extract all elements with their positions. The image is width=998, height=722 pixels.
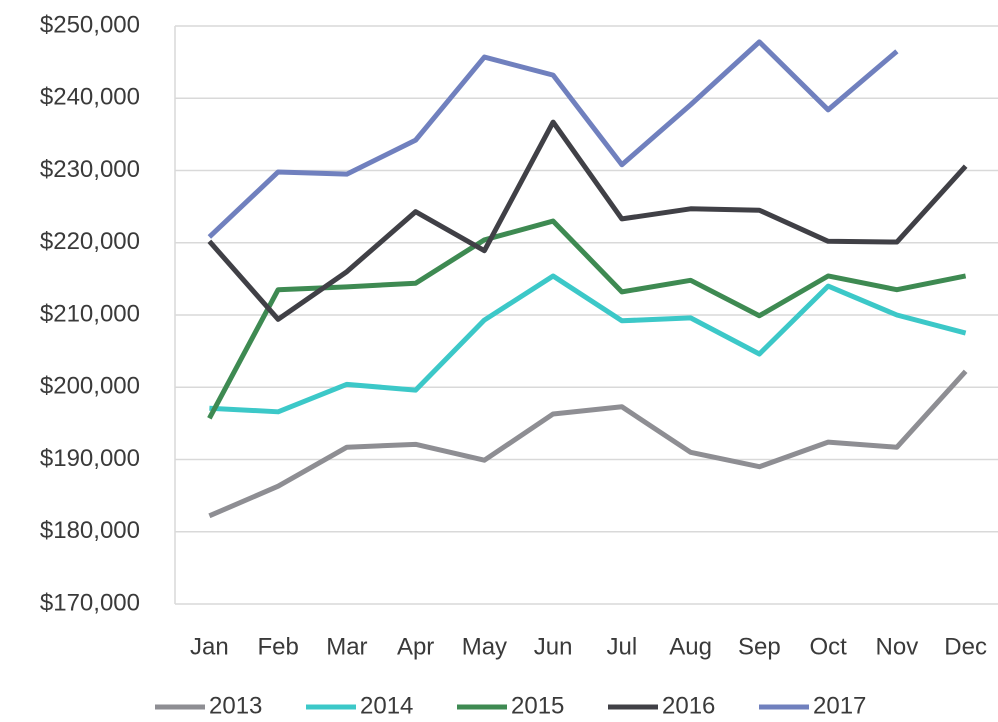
series-line [207, 119, 968, 322]
x-tick-label: Sep [738, 633, 781, 660]
y-tick-label: $200,000 [40, 373, 140, 400]
y-tick-label: $190,000 [40, 445, 140, 472]
x-tick-label: Oct [809, 633, 847, 660]
x-tick-label: Aug [669, 633, 712, 660]
series-line [207, 218, 967, 420]
y-tick-label: $180,000 [40, 517, 140, 544]
x-tick-label: Jan [190, 633, 229, 660]
x-tick-label: Apr [397, 633, 434, 660]
y-tick-label: $220,000 [40, 228, 140, 255]
legend-label: 2016 [662, 692, 715, 719]
x-tick-label: Mar [326, 633, 367, 660]
legend-label: 2017 [813, 692, 866, 719]
x-tick-label: Nov [876, 633, 919, 660]
series-line [208, 369, 968, 519]
x-tick-label: Jul [607, 633, 638, 660]
y-tick-label: $230,000 [40, 156, 140, 183]
series-line [207, 39, 899, 239]
legend-label: 2015 [511, 692, 564, 719]
y-tick-label: $240,000 [40, 84, 140, 111]
y-tick-label: $210,000 [40, 300, 140, 327]
legend-label: 2014 [360, 692, 413, 719]
y-tick-label: $170,000 [40, 589, 140, 616]
legend-label: 2013 [209, 692, 262, 719]
y-tick-label: $250,000 [40, 11, 140, 38]
x-tick-label: Dec [944, 633, 987, 660]
x-tick-label: Feb [257, 633, 298, 660]
x-tick-label: Jun [534, 633, 573, 660]
series-line [209, 273, 967, 415]
x-tick-label: May [462, 633, 507, 660]
